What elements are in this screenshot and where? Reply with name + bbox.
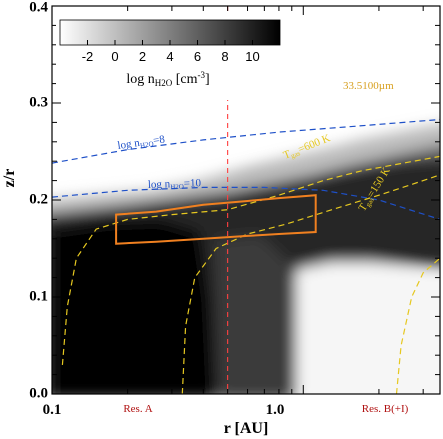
contour-label-nh2o-10-sub: H2O [170, 183, 184, 191]
contour-label-nh2o-8: log nH2O=8 [117, 133, 166, 153]
y-axis-title: z/r [1, 169, 18, 188]
colorbar-label: log nH2O [cm-3] [126, 70, 209, 88]
y-tick-label-3: 0.3 [29, 94, 48, 110]
contour-label-nh2o-10: log nH2O=10 [148, 177, 202, 192]
contour-line-3 [181, 174, 440, 394]
contour-label-nh2o-10-eq: =10 [184, 177, 202, 190]
colorbar-tick-label-2: 2 [139, 49, 146, 64]
contour-line-2 [61, 155, 440, 365]
colorbar-tick-label-0: -2 [82, 49, 94, 64]
y-tick-label-1: 0.1 [29, 288, 48, 304]
colorbar-label-exp: -3 [197, 70, 205, 80]
y-tick-label-2: 0.2 [29, 191, 48, 207]
emission-region-outline [115, 194, 317, 245]
contour-label-nh2o-8-sub: H2O [140, 140, 155, 150]
contour-label-tgas-600-sub: gas [290, 149, 302, 160]
contour-line-1 [52, 186, 440, 220]
colorbar-label-close: ] [205, 72, 210, 87]
colorbar-tick-label-1: 0 [111, 49, 118, 64]
x-tick-label-0: 0.1 [43, 402, 62, 418]
colorbar-ticks: -2 0 2 4 6 8 10 [82, 40, 260, 64]
colorbar-label-main: log n [126, 72, 154, 87]
res-b-label: Res. B(+I) [362, 403, 409, 415]
colorbar-tick-label-6: 10 [245, 49, 259, 64]
contours [52, 118, 440, 394]
x-axis-title: r [AU] [224, 420, 269, 437]
contour-label-tgas-600-main: T [282, 148, 293, 162]
contour-line-0 [52, 118, 440, 164]
contour-label-nh2o-10-main: log n [148, 178, 171, 191]
colorbar-tick-label-5: 8 [221, 49, 228, 64]
region-outline-path [115, 194, 317, 245]
x-tick-label-1: 1.0 [266, 402, 285, 418]
colorbar-label-unit: [cm [172, 72, 197, 87]
axis-ticks [51, 5, 440, 395]
contour-line-4 [395, 257, 440, 394]
y-tick-label-0: 0.0 [29, 385, 48, 401]
colorbar-tick-label-3: 4 [166, 49, 173, 64]
contour-label-nh2o-8-main: log n [117, 137, 141, 152]
contour-label-tgas-150-sub: gas [364, 196, 376, 208]
colorbar-label-sub: H2O [155, 78, 173, 88]
colorbar-tick-label-4: 6 [194, 49, 201, 64]
contour-label-nh2o-8-eq: =8 [152, 133, 166, 147]
y-tick-label-4: 0.4 [29, 0, 48, 15]
res-a-label: Res. A [123, 403, 152, 415]
colorbar: -2 0 2 4 6 8 10 log nH2O [cm-3] [56, 12, 288, 100]
wavelength-annotation: 33.5100µm [343, 80, 394, 92]
